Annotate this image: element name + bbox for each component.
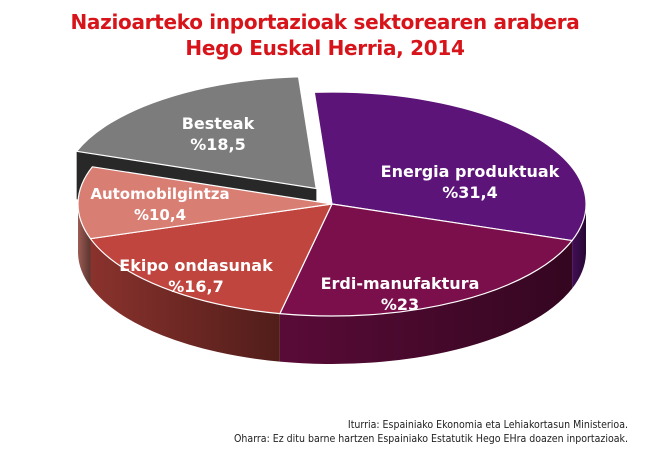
slice-side-ekipo-ondasunak	[90, 238, 280, 362]
label-name-besteak: Besteak	[182, 114, 255, 133]
slice-side-energia-produktuak	[572, 204, 586, 289]
label-name-energia-produktuak: Energia produktuak	[381, 162, 560, 181]
slice-erdi-manufaktura	[279, 203, 573, 317]
label-name-automobilgintza: Automobilgintza	[90, 185, 229, 203]
label-value-automobilgintza: %10,4	[134, 206, 186, 224]
chart-title-line-2: Hego Euskal Herria, 2014	[185, 36, 465, 60]
label-value-besteak: %18,5	[190, 135, 246, 154]
pie-tops	[76, 76, 587, 317]
slice-side-erdi-manufaktura	[279, 240, 573, 364]
slice-automobilgintza	[77, 166, 333, 240]
slice-side-automobilgintza	[78, 204, 91, 287]
label-name-ekipo-ondasunak: Ekipo ondasunak	[119, 256, 273, 275]
source-note: Iturria: Espainiako Ekonomia eta Lehiako…	[347, 419, 628, 431]
slice-ekipo-ondasunak	[89, 203, 333, 315]
chart-title-line-1: Nazioarteko inportazioak sektorearen ara…	[70, 10, 580, 34]
slice-energia-produktuak	[313, 91, 587, 242]
label-value-ekipo-ondasunak: %16,7	[168, 277, 224, 296]
pie-labels: Energia produktuak %31,4 Erdi-manufaktura%…	[90, 114, 559, 314]
slice-besteak	[76, 76, 317, 190]
label-value-energia-produktuak: %31,4	[442, 183, 498, 202]
label-value-erdi-manufaktura: %23	[381, 295, 419, 314]
label-name-erdi-manufaktura: Erdi-manufaktura	[321, 274, 480, 293]
remark-note: Oharra: Ez ditu barne hartzen Espainiako…	[234, 433, 628, 445]
